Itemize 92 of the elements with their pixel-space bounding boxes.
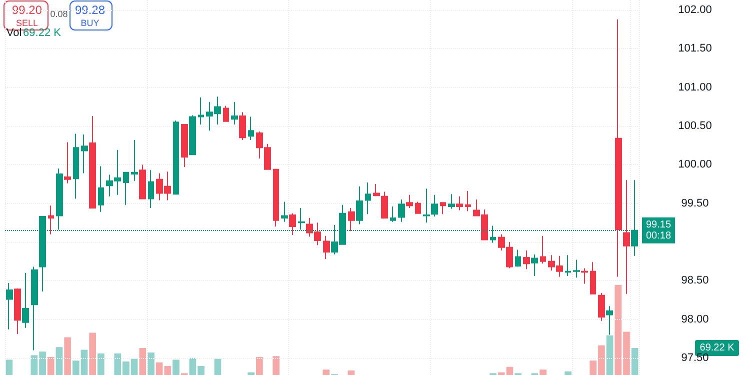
candlestick: [440, 202, 446, 215]
bar: [606, 335, 614, 375]
candlestick: [298, 207, 305, 230]
bar: [89, 332, 96, 375]
candlestick: [281, 201, 288, 222]
candlestick: [406, 194, 413, 208]
candlestick: [181, 124, 188, 168]
candlestick: [198, 96, 204, 125]
annotation: BUY: [80, 18, 100, 28]
bar: [248, 372, 255, 375]
candlestick: [381, 191, 388, 219]
bar: [256, 357, 263, 375]
candlestick: [64, 142, 71, 184]
candlestick: [365, 182, 371, 215]
bar: [214, 358, 222, 375]
bar: [139, 348, 146, 375]
bar: [148, 352, 154, 375]
candlestick: [606, 306, 613, 336]
candlestick: [615, 18, 622, 278]
candlestick: [31, 266, 38, 351]
candlestick: [273, 168, 279, 228]
candlestick: [289, 212, 296, 236]
candlestick: [515, 249, 521, 268]
candlestick: [415, 201, 421, 214]
y-tick-label: 100.00: [678, 158, 712, 171]
annotation: Vol: [6, 27, 22, 39]
candlestick: [356, 186, 363, 225]
candlestick: [573, 259, 580, 278]
candlestick: [239, 112, 246, 140]
bar: [64, 337, 71, 375]
y-tick-label: 98.50: [681, 274, 709, 287]
candlestick: [248, 116, 254, 140]
candlestick: [139, 164, 146, 200]
bar: [172, 360, 180, 375]
bar: [47, 357, 54, 375]
candlestick: [189, 114, 196, 156]
annotation: 69.22 K: [23, 27, 62, 39]
bar: [348, 370, 355, 375]
bar: [540, 370, 546, 375]
text: 69.22 K: [700, 342, 735, 354]
candlestick: [48, 205, 54, 235]
candlestick: [565, 254, 571, 277]
candlestick: [231, 102, 238, 125]
candlestick: [623, 180, 630, 294]
y-tick-label: 98.00: [681, 313, 709, 326]
y-tick-label: 102.00: [678, 4, 712, 16]
bar: [156, 362, 163, 375]
candlestick: [423, 188, 430, 224]
bar: [98, 353, 104, 375]
candlestick: [6, 282, 13, 330]
annotation: SELL: [16, 18, 38, 28]
y-tick-label: 101.00: [678, 81, 712, 94]
candlestick: [448, 194, 455, 210]
bar: [56, 347, 63, 375]
ref-line-label: 99.15 00:18: [646, 219, 672, 242]
bar: [164, 366, 172, 375]
candlestick: [22, 272, 29, 328]
candlestick: [456, 196, 463, 211]
candlestick: [131, 139, 138, 182]
candlestick: [73, 133, 79, 200]
candlestick: [390, 206, 396, 222]
candlestick: [431, 194, 438, 217]
bar: [322, 370, 330, 375]
bar: [272, 356, 280, 375]
candlestick: [98, 166, 104, 212]
candlestick: [348, 207, 355, 232]
annotation: 0.08: [50, 9, 68, 19]
candlestick: [81, 134, 88, 174]
candlestick: [89, 115, 96, 208]
candlestick: [598, 292, 605, 322]
y-tick-label: 99.50: [681, 197, 709, 210]
candlestick: [148, 170, 154, 208]
y-tick-label: 101.50: [678, 42, 712, 55]
candlestick: [523, 250, 530, 270]
bar: [6, 360, 13, 375]
candlestick: [531, 254, 538, 277]
candlestick: [323, 235, 330, 260]
candlestick: [373, 184, 380, 196]
candlestick: [398, 198, 405, 222]
candlestick: [465, 190, 471, 212]
candlestick: [590, 262, 596, 294]
y-tick-label: 97.50: [681, 352, 709, 364]
candlestick: [173, 120, 179, 195]
candlestick: [14, 288, 21, 335]
bar: [564, 371, 572, 375]
candlestick: [56, 168, 63, 230]
y-tick-label: 100.50: [678, 120, 712, 132]
candlestick: [540, 235, 546, 264]
candlestick: [223, 105, 229, 122]
bar: [631, 348, 638, 375]
candlestick: [123, 172, 129, 206]
candlestick: [581, 268, 588, 284]
